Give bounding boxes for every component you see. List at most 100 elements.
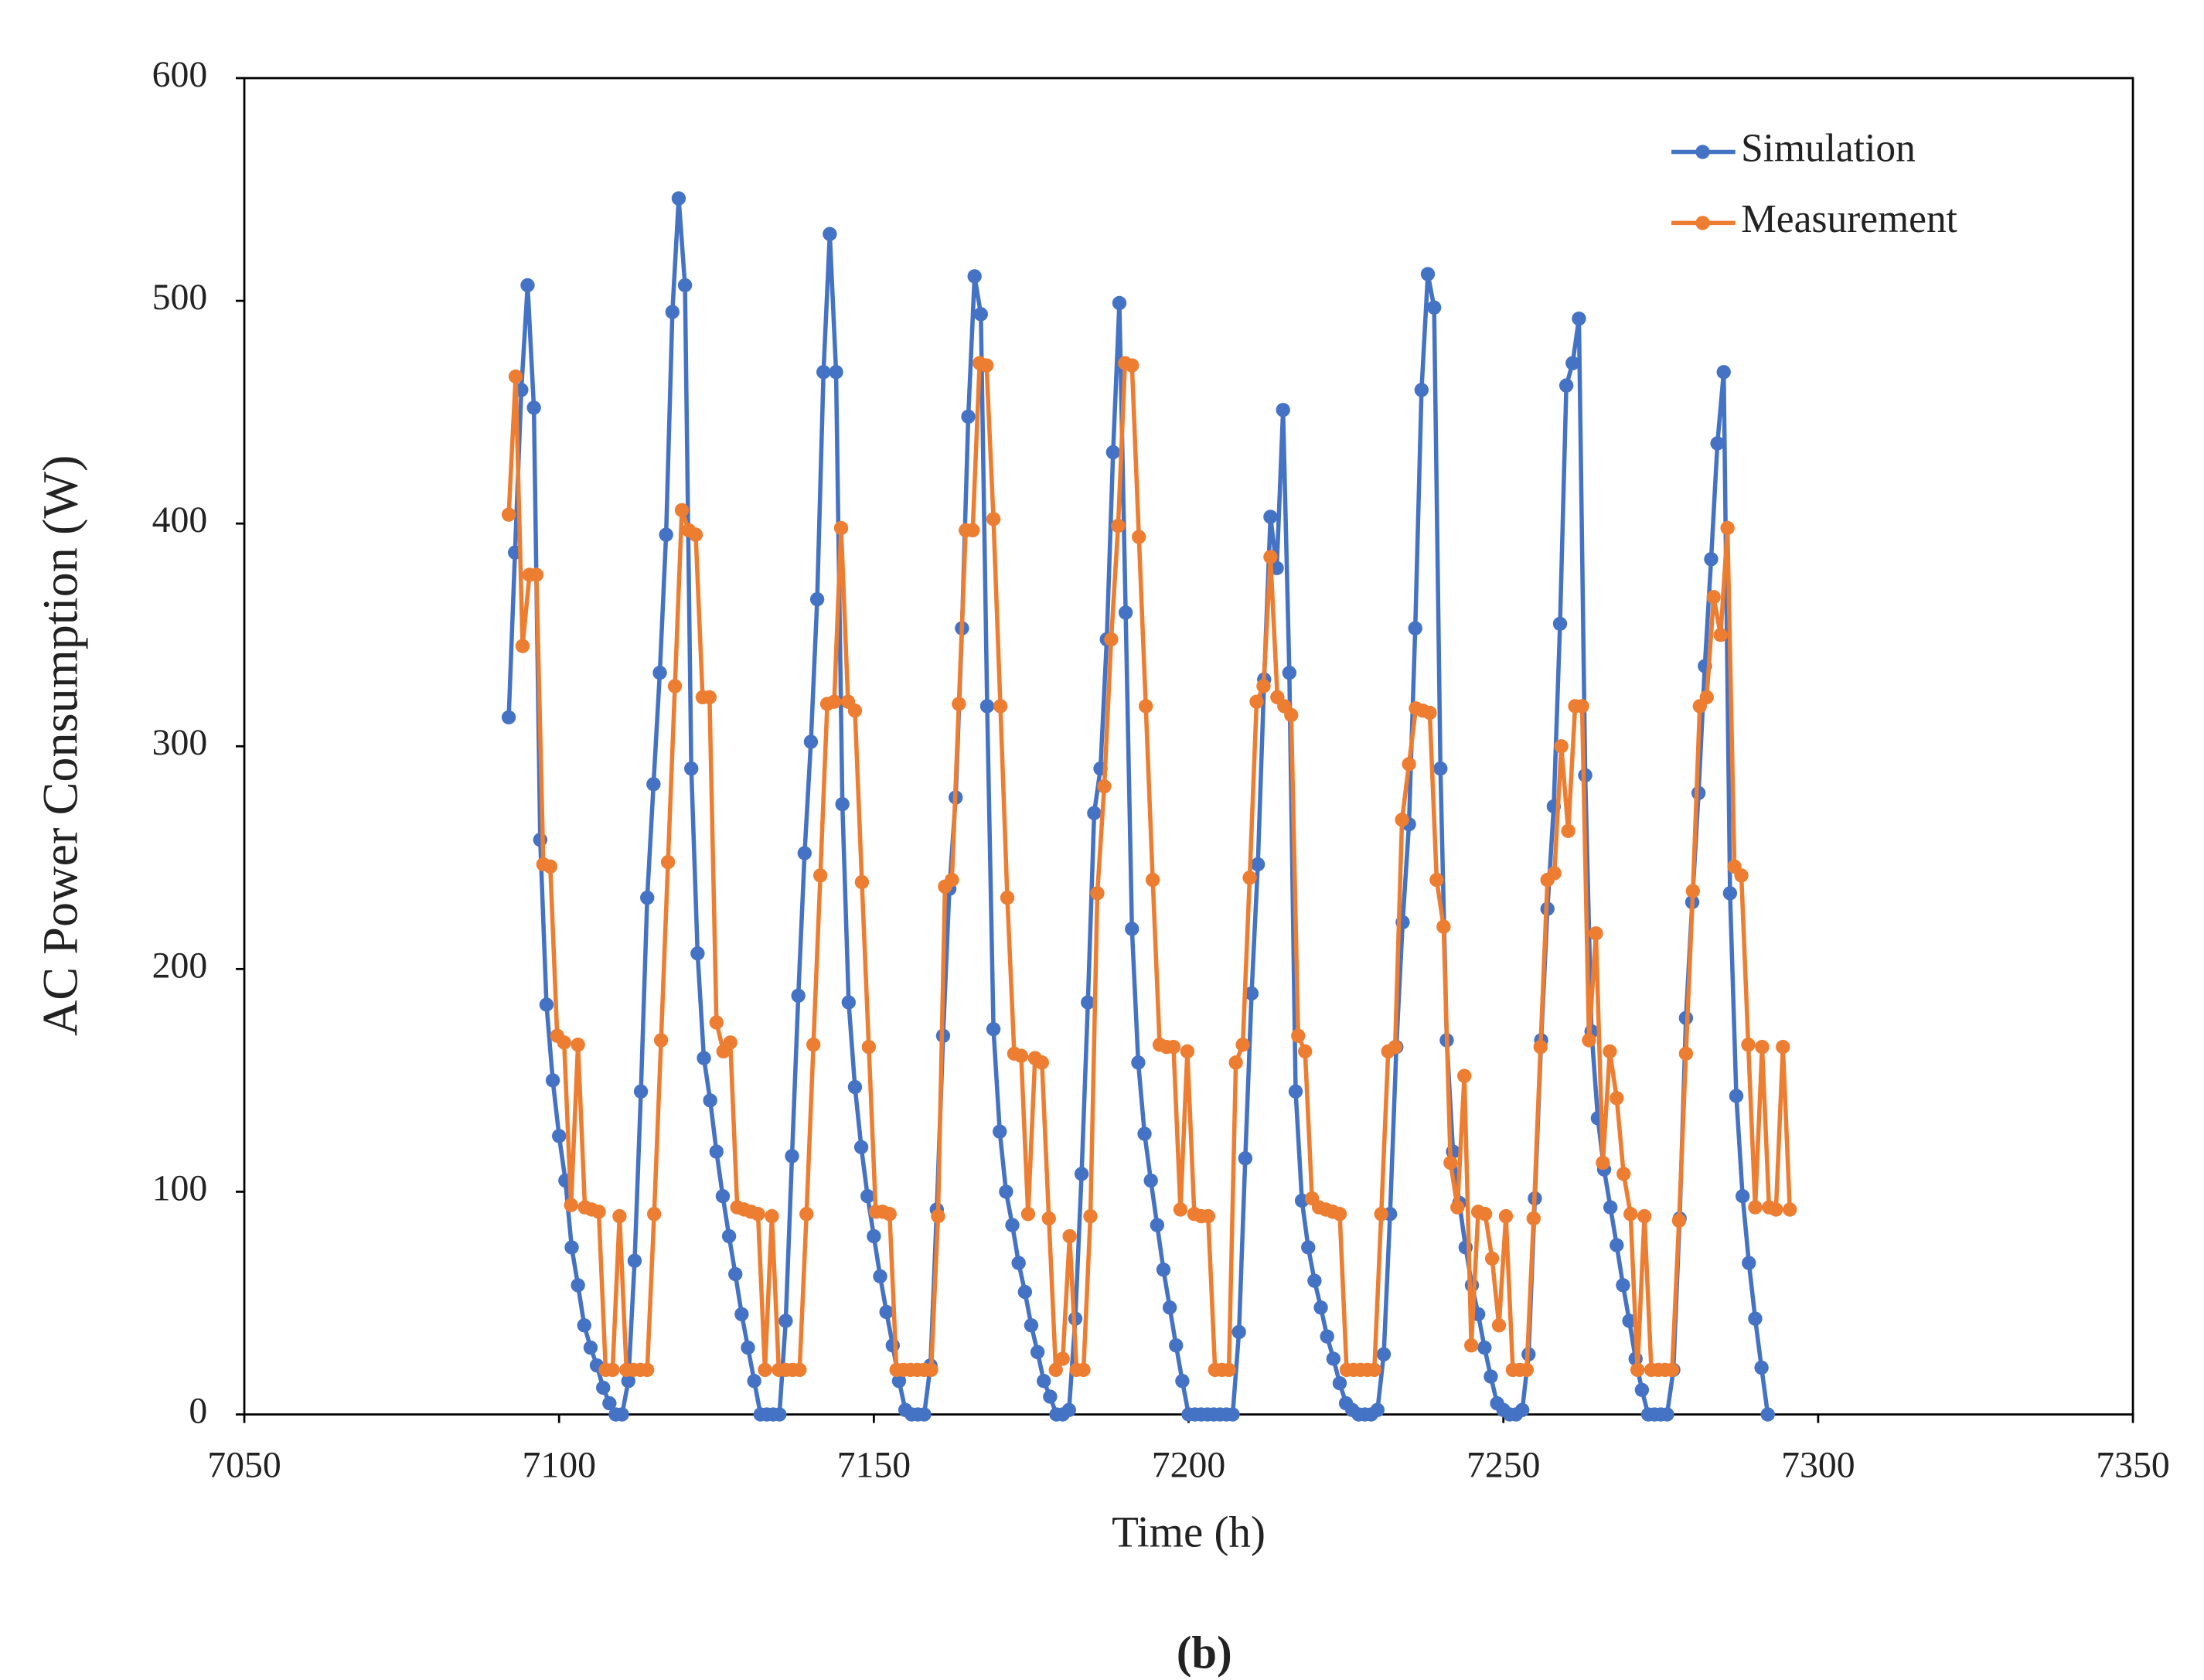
point (571, 1038, 585, 1052)
point (526, 400, 541, 415)
point (945, 872, 959, 888)
point (520, 278, 535, 293)
point (1000, 890, 1015, 905)
point (659, 527, 673, 542)
point (826, 694, 842, 709)
point (612, 1208, 627, 1224)
point (1173, 1202, 1188, 1217)
point (1048, 1362, 1063, 1378)
point (917, 1407, 932, 1422)
point (860, 1189, 875, 1204)
point (1634, 1382, 1650, 1398)
point (816, 365, 831, 380)
point (772, 1407, 787, 1422)
point (501, 507, 516, 522)
point (709, 1144, 724, 1159)
legend-label: Measurement (1741, 197, 1957, 241)
point (867, 1228, 881, 1244)
point (993, 1124, 1007, 1139)
point (715, 1189, 731, 1204)
point (1332, 1207, 1347, 1222)
point (853, 1140, 869, 1154)
point (1760, 1407, 1775, 1422)
point (1704, 552, 1719, 567)
x-tick-label: 7050 (207, 1444, 281, 1485)
point (967, 269, 982, 284)
point (1374, 1207, 1388, 1222)
point (1112, 295, 1127, 311)
point (1699, 690, 1714, 705)
legend-label: Simulation (1741, 126, 1916, 170)
point (1201, 1208, 1215, 1224)
point (640, 1362, 655, 1378)
point (690, 946, 705, 961)
point (1450, 1200, 1465, 1215)
point (803, 734, 819, 749)
y-tick-label: 400 (152, 499, 208, 540)
point (721, 1228, 737, 1244)
point (1748, 1200, 1763, 1215)
point (882, 1207, 897, 1222)
point (986, 512, 1001, 526)
point (1755, 1039, 1770, 1055)
point (979, 699, 995, 714)
point (1131, 1055, 1146, 1070)
point (1061, 1402, 1077, 1417)
point (1263, 509, 1278, 524)
point (1582, 1033, 1596, 1048)
point (823, 227, 837, 241)
y-tick-label: 600 (152, 54, 208, 95)
point (1491, 1318, 1507, 1333)
point (1090, 886, 1105, 901)
point (583, 1340, 598, 1355)
point (835, 796, 850, 812)
point (1111, 518, 1126, 533)
point (1238, 1151, 1253, 1166)
point (734, 1307, 749, 1322)
point (543, 859, 557, 874)
point (829, 365, 843, 380)
point (1414, 383, 1429, 397)
point (1660, 1407, 1674, 1422)
point (1422, 705, 1437, 721)
point (1376, 1347, 1392, 1361)
point (1565, 356, 1580, 370)
point (1125, 358, 1139, 373)
point (564, 1198, 578, 1212)
point (993, 699, 1008, 714)
point (1561, 823, 1576, 838)
point (879, 1304, 894, 1320)
point (1175, 1374, 1190, 1389)
point (1484, 1251, 1500, 1266)
point (1429, 872, 1444, 888)
point (1433, 761, 1448, 776)
point (1706, 590, 1721, 605)
point (873, 1269, 887, 1284)
point (1637, 1208, 1652, 1224)
point (1370, 1402, 1385, 1417)
point (778, 1314, 793, 1328)
point (1169, 1338, 1184, 1353)
point (1125, 922, 1139, 936)
x-tick-label: 7250 (1466, 1444, 1540, 1485)
x-tick-label: 7350 (2096, 1444, 2170, 1485)
point (1713, 628, 1728, 642)
point (1552, 616, 1568, 632)
series-line (506, 196, 1770, 1417)
point (501, 710, 516, 725)
point (596, 1380, 611, 1395)
point (1291, 1028, 1306, 1043)
point (1017, 1284, 1033, 1300)
point (1013, 1048, 1029, 1063)
point (1143, 1173, 1158, 1188)
x-axis-label: Time (h) (1112, 1508, 1266, 1557)
point (615, 1407, 629, 1422)
point (1074, 1167, 1089, 1181)
series-line (506, 361, 1792, 1372)
point (660, 854, 676, 870)
point (621, 1374, 635, 1389)
point (529, 567, 544, 582)
point (1477, 1340, 1492, 1355)
point (1288, 1084, 1303, 1099)
point (1249, 694, 1264, 709)
